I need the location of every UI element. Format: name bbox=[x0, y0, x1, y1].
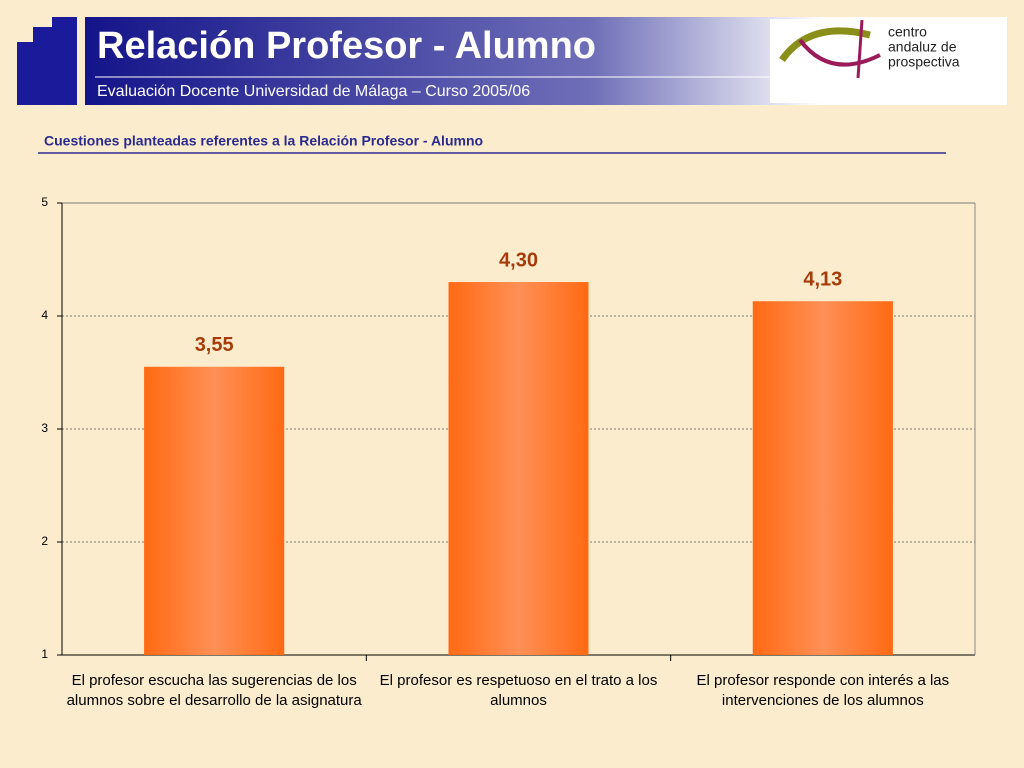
bar-shade bbox=[448, 282, 589, 655]
y-tick-label: 2 bbox=[41, 534, 48, 548]
value-label: 3,55 bbox=[195, 334, 234, 356]
chart-title: Cuestiones planteadas referentes a la Re… bbox=[44, 133, 483, 149]
logo-text: centro bbox=[888, 24, 927, 40]
logo-arc bbox=[798, 38, 881, 67]
y-tick-label: 5 bbox=[41, 195, 48, 209]
logo-text: andaluz de bbox=[888, 39, 957, 55]
header-title: Relación Profesor - Alumno bbox=[97, 25, 596, 67]
logo-box bbox=[770, 19, 1006, 103]
logo-tower bbox=[856, 19, 864, 79]
y-tick-label: 1 bbox=[41, 647, 48, 661]
logo-arc bbox=[779, 27, 871, 63]
header-subtitle: Evaluación Docente Universidad de Málaga… bbox=[97, 83, 530, 100]
deco-block bbox=[17, 42, 37, 105]
value-label: 4,13 bbox=[803, 269, 842, 291]
y-tick-label: 3 bbox=[41, 421, 48, 435]
x-tick-label: El profesor es respetuoso en el trato a … bbox=[379, 672, 658, 709]
x-tick-label: El profesor escucha las sugerencias de l… bbox=[66, 672, 362, 709]
deco-block bbox=[52, 17, 77, 105]
y-tick-label: 4 bbox=[41, 308, 48, 322]
x-tick-label: El profesor responde con interés a las i… bbox=[696, 672, 950, 709]
value-label: 4,30 bbox=[499, 249, 538, 271]
bar-shade bbox=[144, 366, 285, 655]
logo-text: prospectiva bbox=[888, 54, 960, 70]
bar-shade bbox=[752, 301, 893, 655]
